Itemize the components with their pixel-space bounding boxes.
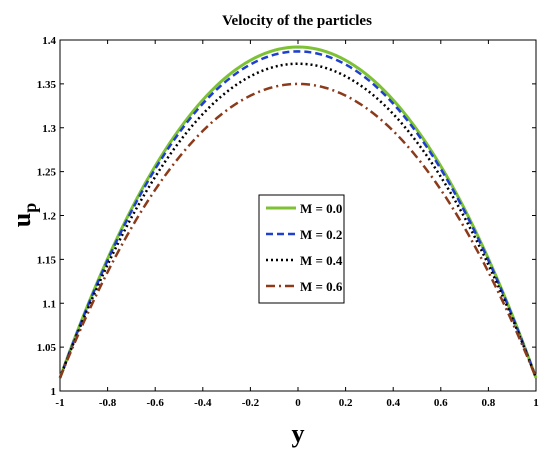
- data-point: [202, 117, 203, 118]
- y-tick-label: 1.35: [37, 79, 57, 91]
- data-point: [202, 147, 203, 148]
- y-tick-label: 1: [51, 386, 57, 398]
- x-tick-label: 0: [295, 397, 301, 409]
- data-point: [536, 377, 537, 378]
- data-point: [440, 191, 441, 192]
- x-tick-label: 0.4: [386, 397, 400, 409]
- y-axis-label: up: [7, 203, 40, 227]
- data-point: [298, 63, 299, 64]
- data-point: [488, 280, 489, 281]
- data-point: [155, 183, 156, 184]
- y-tick-label: 1.25: [37, 167, 57, 179]
- x-tick-label: -0.2: [242, 397, 260, 409]
- x-tick-label: -1: [55, 397, 64, 409]
- x-tick-label: -0.4: [194, 397, 212, 409]
- y-axis-ticks: 1 1.05 1.1 1.15 1.2 1.25 1.3 1.35 1.4: [37, 35, 536, 398]
- y-tick-label: 1.4: [42, 35, 56, 47]
- data-point: [488, 266, 489, 267]
- series-lines: [58, 45, 538, 379]
- data-point: [298, 83, 299, 84]
- data-point: [345, 80, 346, 81]
- data-point: [250, 80, 251, 81]
- data-point: [393, 132, 394, 133]
- data-point: [345, 113, 346, 114]
- series-line-2: [58, 62, 538, 379]
- data-point: [393, 117, 394, 118]
- data-point: [345, 83, 346, 84]
- y-tick-label: 1.1: [42, 298, 56, 310]
- y-axis-label-main: u: [7, 213, 36, 227]
- data-point: [202, 120, 203, 121]
- svg-text:up: up: [7, 203, 40, 227]
- series-line-1: [58, 50, 538, 379]
- data-point: [393, 120, 394, 121]
- x-tick-label: 0.8: [482, 397, 496, 409]
- x-axis-label: y: [292, 419, 305, 448]
- legend-label: M = 0.0: [300, 201, 342, 216]
- data-point: [298, 51, 299, 52]
- y-tick-label: 1.3: [42, 123, 56, 135]
- y-tick-label: 1.15: [37, 254, 57, 266]
- data-point: [107, 280, 108, 281]
- legend-label: M = 0.4: [300, 253, 343, 268]
- data-point: [440, 204, 441, 205]
- data-point: [155, 204, 156, 205]
- y-axis-label-subscript: p: [20, 203, 40, 213]
- data-point: [250, 113, 251, 114]
- x-tick-label: -0.6: [146, 397, 164, 409]
- x-tick-label: 1: [533, 397, 539, 409]
- legend-label: M = 0.6: [300, 279, 343, 294]
- data-point: [298, 47, 299, 48]
- y-tick-label: 1.2: [42, 211, 56, 223]
- legend-label: M = 0.2: [300, 227, 342, 242]
- data-point: [440, 179, 441, 180]
- legend: M = 0.0 M = 0.2 M = 0.4 M = 0.6: [258, 194, 345, 304]
- series-line-3: [58, 82, 538, 379]
- data-point: [250, 83, 251, 84]
- x-tick-label: 0.2: [339, 397, 353, 409]
- y-tick-label: 1.05: [37, 342, 57, 354]
- x-axis-ticks: -1 -0.8 -0.6 -0.4 -0.2 0 0.2 0.4 0.6 0.8 1: [55, 40, 539, 409]
- chart-title: Velocity of the particles: [222, 13, 372, 29]
- data-point: [393, 147, 394, 148]
- data-point: [60, 377, 61, 378]
- x-tick-label: -0.8: [99, 397, 117, 409]
- x-tick-label: 0.6: [434, 397, 448, 409]
- data-point: [440, 183, 441, 184]
